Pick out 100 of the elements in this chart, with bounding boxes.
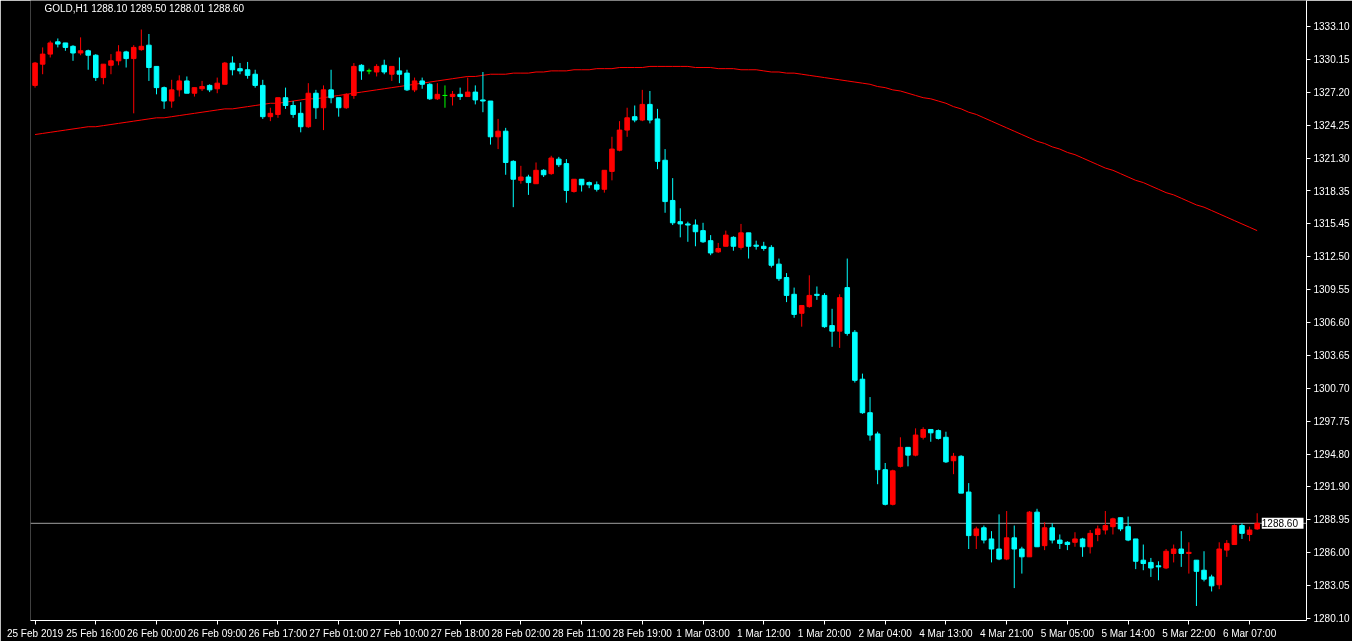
- candlestick: [624, 107, 630, 138]
- candlestick: [905, 446, 911, 467]
- candlestick: [685, 221, 691, 243]
- x-tick-label: 27 Feb 01:00: [309, 627, 369, 639]
- candlestick: [1019, 546, 1025, 575]
- candlestick: [146, 33, 152, 82]
- y-tick-label: 1286.00: [1313, 547, 1351, 559]
- candlestick: [1201, 550, 1207, 582]
- y-tick-label: 1297.75: [1313, 416, 1351, 428]
- y-tick-label: 1327.20: [1313, 87, 1351, 99]
- x-tick-label: 25 Feb 16:00: [66, 627, 126, 639]
- y-tick-label: 1318.35: [1313, 185, 1351, 197]
- candlestick: [1178, 530, 1185, 568]
- x-tick-label: 27 Feb 18:00: [430, 627, 491, 639]
- x-tick-label: 4 Mar 13:00: [919, 627, 974, 639]
- candlestick: [115, 44, 122, 66]
- candlestick: [93, 53, 99, 82]
- candlestick: [464, 77, 471, 98]
- x-tick-label: 6 Mar 07:00: [1222, 627, 1277, 639]
- candlestick: [328, 69, 334, 104]
- y-tick-label: 1288.95: [1313, 514, 1351, 526]
- candlestick: [601, 169, 608, 194]
- line-series: [34, 65, 1258, 232]
- candlestick: [791, 287, 797, 319]
- candlestick: [320, 84, 327, 131]
- candlestick: [1011, 525, 1018, 589]
- candlestick: [472, 84, 479, 105]
- candlestick: [525, 174, 532, 196]
- x-tick-label: 5 Mar 14:00: [1101, 627, 1156, 639]
- chart-title: GOLD,H1 1288.10 1289.50 1288.01 1288.60: [44, 2, 245, 14]
- candlestick: [776, 258, 782, 282]
- candlestick: [396, 56, 403, 84]
- x-tick-label: 25 Feb 2019: [6, 627, 64, 639]
- y-tick-label: 1315.45: [1313, 218, 1351, 230]
- candlestick: [973, 526, 980, 550]
- x-tick-label: 5 Mar 22:00: [1162, 627, 1216, 639]
- candlestick: [229, 55, 236, 76]
- candlestick: [108, 53, 114, 75]
- candlestick: [1049, 522, 1055, 544]
- candlestick: [1155, 560, 1162, 581]
- x-tick-label: 28 Feb 02:00: [491, 627, 551, 639]
- y-tick-label: 1291.90: [1313, 481, 1351, 493]
- candlestick: [100, 63, 107, 85]
- candlestick: [1087, 529, 1093, 554]
- candlestick: [518, 165, 524, 185]
- x-tick-label: 1 Mar 03:00: [676, 627, 731, 639]
- candlestick: [32, 61, 38, 89]
- candlestick: [707, 234, 714, 256]
- x-tick-label: 2 Mar 04:00: [858, 627, 913, 639]
- candlestick: [297, 101, 304, 133]
- candlestick: [548, 155, 554, 176]
- candlestick: [1072, 531, 1078, 548]
- y-tick-label: 1312.50: [1313, 251, 1351, 263]
- candlestick: [199, 80, 205, 92]
- candlestick: [814, 285, 820, 301]
- candlestick: [282, 87, 289, 110]
- y-tick-label: 1324.25: [1313, 120, 1351, 132]
- candlestick: [168, 79, 175, 109]
- candlestick: [275, 97, 281, 119]
- candlestick: [39, 46, 46, 75]
- x-tick-label: 4 Mar 21:00: [979, 627, 1034, 639]
- candlestick: [996, 513, 1002, 561]
- y-tick-label: 1309.55: [1313, 284, 1351, 296]
- candlestick: [404, 69, 410, 92]
- candlestick: [533, 161, 539, 185]
- candlestick: [1003, 510, 1010, 561]
- candlestick: [639, 89, 646, 122]
- y-tick-label: 1321.30: [1313, 153, 1351, 165]
- candlestick: [1193, 559, 1200, 607]
- candlestick: [829, 308, 835, 348]
- candlestick: [616, 120, 623, 152]
- candlestick: [867, 396, 873, 442]
- x-tick-label: 1 Mar 12:00: [737, 627, 791, 639]
- candlestick: [1125, 516, 1131, 542]
- candlestick: [123, 50, 129, 69]
- y-tick-label: 1333.10: [1313, 21, 1351, 33]
- x-tick-label: 27 Feb 10:00: [369, 627, 430, 639]
- y-tick-label: 1283.05: [1313, 580, 1351, 592]
- candlestick: [1186, 541, 1192, 575]
- candlestick: [457, 87, 463, 101]
- candlestick: [700, 222, 706, 244]
- candlestick: [647, 90, 653, 124]
- candlestick: [897, 436, 904, 468]
- x-tick-label: 26 Feb 00:00: [127, 627, 187, 639]
- candlestick: [692, 218, 699, 247]
- candlestick: [495, 118, 501, 150]
- candlestick: [1041, 521, 1048, 551]
- candlestick: [480, 71, 486, 113]
- candlestick: [313, 89, 319, 120]
- y-tick-label: 1303.65: [1313, 350, 1351, 362]
- y-tick-label: 1330.15: [1313, 54, 1351, 66]
- candlestick: [176, 74, 183, 98]
- candlestick: [738, 223, 744, 251]
- x-tick-label: 5 Mar 05:00: [1040, 627, 1095, 639]
- x-tick-label: 28 Feb 19:00: [612, 627, 673, 639]
- y-tick-label: 1306.60: [1313, 317, 1351, 329]
- candlestick: [70, 44, 76, 62]
- candlestick: [237, 62, 243, 75]
- candlestick: [153, 65, 160, 95]
- candlestick: [1148, 557, 1154, 578]
